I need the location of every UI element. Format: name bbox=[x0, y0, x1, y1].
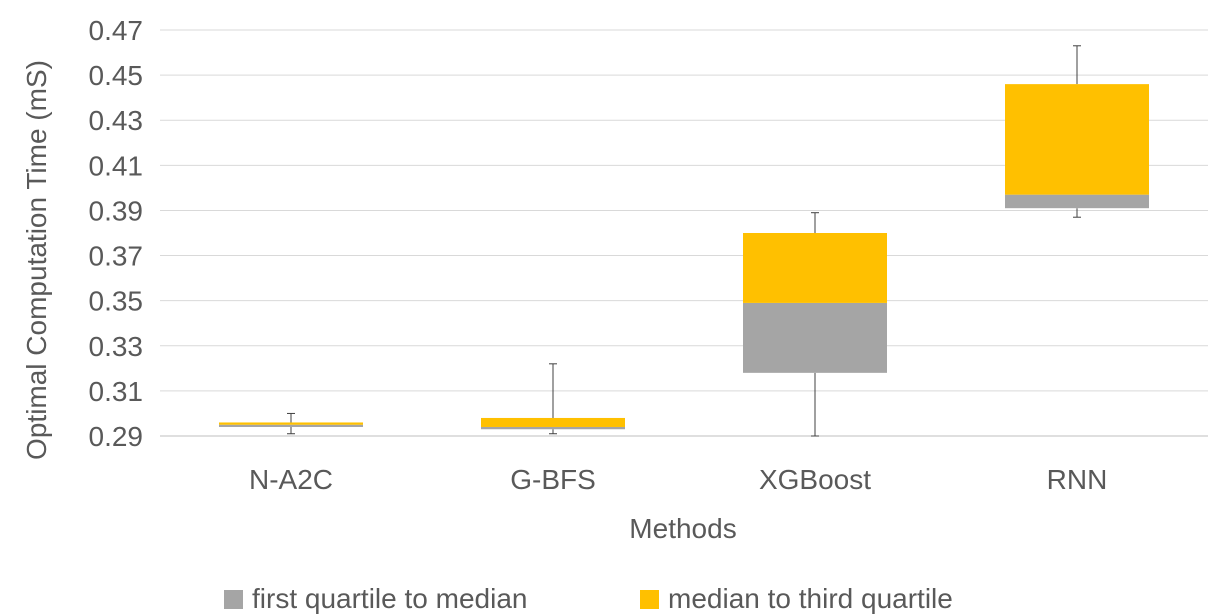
x-tick-label: G-BFS bbox=[510, 464, 596, 495]
x-tick-label: N-A2C bbox=[249, 464, 333, 495]
y-tick-label: 0.41 bbox=[89, 150, 144, 181]
y-tick-label: 0.45 bbox=[89, 60, 144, 91]
box-segment-first-quartile-to-median bbox=[481, 426, 625, 430]
box-g-bfs bbox=[481, 363, 625, 435]
box-segment-median-to-third-quartile bbox=[481, 417, 625, 427]
legend-swatch-first-quartile bbox=[224, 590, 243, 609]
box-series bbox=[219, 45, 1149, 437]
y-tick-label: 0.43 bbox=[89, 105, 144, 136]
box-segment-first-quartile-to-median bbox=[1005, 194, 1149, 209]
x-axis-tick-labels: N-A2C G-BFS XGBoost RNN bbox=[249, 464, 1107, 495]
box-n-a2c bbox=[219, 412, 363, 435]
y-axis-tick-labels: 0.29 0.31 0.33 0.35 0.37 0.39 0.41 0.43 0.45 0.47 bbox=[89, 15, 144, 452]
y-tick-label: 0.47 bbox=[89, 15, 144, 46]
y-tick-label: 0.31 bbox=[89, 376, 144, 407]
legend-label-third-quartile: median to third quartile bbox=[668, 583, 953, 614]
gridlines bbox=[160, 29, 1208, 437]
box-segment-median-to-third-quartile bbox=[1005, 84, 1149, 195]
box-segment-first-quartile-to-median bbox=[743, 302, 887, 373]
y-tick-label: 0.33 bbox=[89, 331, 144, 362]
box-rnn bbox=[1005, 45, 1149, 218]
box-segment-median-to-third-quartile bbox=[743, 233, 887, 303]
x-tick-label: RNN bbox=[1047, 464, 1108, 495]
y-tick-label: 0.39 bbox=[89, 195, 144, 226]
y-tick-label: 0.35 bbox=[89, 286, 144, 317]
box-segment-median-to-third-quartile bbox=[219, 422, 363, 425]
legend: first quartile to median median to third… bbox=[224, 583, 953, 614]
y-axis-title: Optimal Computation Time (mS) bbox=[21, 60, 52, 460]
y-tick-label: 0.29 bbox=[89, 421, 144, 452]
legend-label-first-quartile: first quartile to median bbox=[252, 583, 527, 614]
x-tick-label: XGBoost bbox=[759, 464, 871, 495]
box-segment-first-quartile-to-median bbox=[219, 424, 363, 427]
y-tick-label: 0.37 bbox=[89, 241, 144, 272]
x-axis-title: Methods bbox=[629, 513, 736, 544]
box-xgboost bbox=[743, 212, 887, 437]
legend-swatch-third-quartile bbox=[640, 590, 659, 609]
